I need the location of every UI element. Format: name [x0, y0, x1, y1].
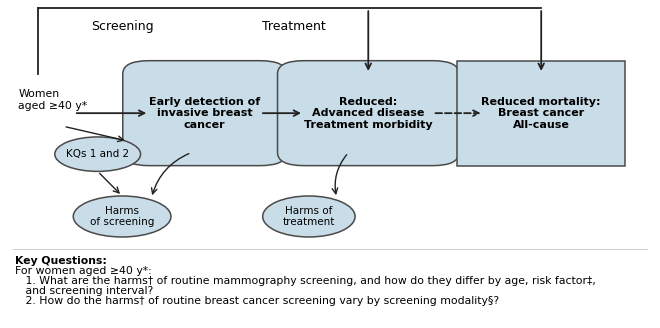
Ellipse shape — [263, 196, 355, 237]
Ellipse shape — [55, 137, 141, 171]
Text: Screening: Screening — [91, 20, 153, 33]
Text: Reduced mortality:
Breast cancer
All-cause: Reduced mortality: Breast cancer All-cau… — [481, 96, 601, 130]
Text: 2. How do the harms† of routine breast cancer screening vary by screening modali: 2. How do the harms† of routine breast c… — [15, 296, 499, 306]
FancyBboxPatch shape — [123, 61, 286, 166]
FancyBboxPatch shape — [278, 61, 459, 166]
Text: Key Questions:: Key Questions: — [15, 256, 106, 266]
Ellipse shape — [73, 196, 171, 237]
Text: For women aged ≥40 y*:: For women aged ≥40 y*: — [15, 266, 151, 276]
Text: Harms
of screening: Harms of screening — [90, 206, 154, 227]
Text: and screening interval?: and screening interval? — [15, 286, 152, 296]
Text: Women
aged ≥40 y*: Women aged ≥40 y* — [18, 89, 88, 111]
Text: KQs 1 and 2: KQs 1 and 2 — [66, 149, 129, 159]
Text: Reduced:
Advanced disease
Treatment morbidity: Reduced: Advanced disease Treatment morb… — [304, 96, 432, 130]
Text: Treatment: Treatment — [262, 20, 325, 33]
FancyBboxPatch shape — [457, 61, 625, 166]
Text: 1. What are the harms† of routine mammography screening, and how do they differ : 1. What are the harms† of routine mammog… — [15, 276, 595, 286]
Text: Harms of
treatment: Harms of treatment — [282, 206, 335, 227]
Text: Early detection of
invasive breast
cancer: Early detection of invasive breast cance… — [149, 96, 260, 130]
